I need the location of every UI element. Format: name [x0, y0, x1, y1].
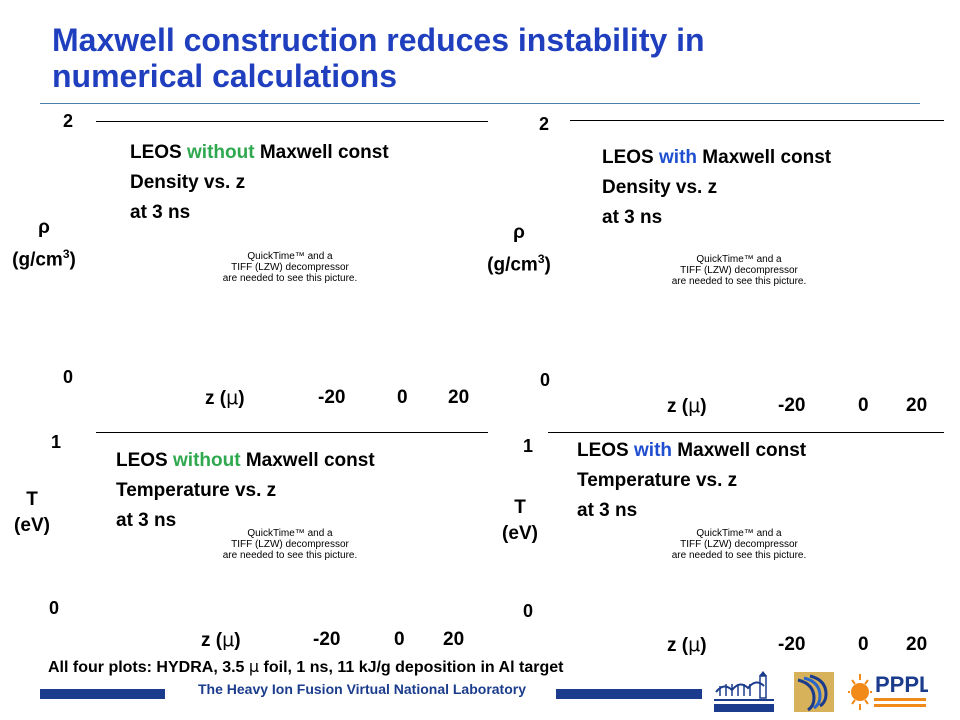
- x-tick-label: 20: [443, 629, 465, 650]
- y-axis-label: T (eV): [4, 487, 60, 539]
- pppl-logo: PPPL: [848, 670, 932, 714]
- x-tick-label: 0: [858, 634, 869, 655]
- slide-title-line1: Maxwell construction reduces instability…: [52, 22, 705, 58]
- x-tick-label: -20: [313, 629, 341, 650]
- y-axis-label: ρ (g/cm3): [0, 215, 88, 273]
- x-tick-label: -20: [318, 387, 346, 408]
- x-tick-label: 20: [906, 634, 928, 655]
- y-max-tick: 2: [63, 111, 74, 131]
- image-placeholder: QuickTime™ and a TIFF (LZW) decompressor a…: [222, 251, 358, 284]
- y-axis-unit: (eV): [14, 515, 50, 536]
- y-max-tick: 1: [51, 432, 62, 452]
- y-min-tick: 0: [63, 367, 74, 387]
- annotation: LEOS without Maxwell const Density vs. z…: [130, 142, 389, 223]
- footer-note: All four plots: HYDRA, 3.5 μ foil, 1 ns,…: [48, 657, 564, 676]
- annotation-keyword: without: [187, 142, 255, 163]
- slide-title: Maxwell construction reduces instability…: [52, 22, 932, 94]
- y-axis-symbol: T: [514, 497, 526, 518]
- y-max-tick: 1: [523, 436, 534, 456]
- slide-title-line2: numerical calculations: [52, 58, 398, 94]
- pppl-text: PPPL: [875, 672, 928, 697]
- y-axis-unit: (g/cm3): [12, 247, 76, 271]
- annotation: LEOS with Maxwell const Temperature vs. …: [577, 440, 807, 521]
- x-tick-label: 20: [448, 387, 470, 408]
- y-axis-unit: (g/cm3): [487, 252, 551, 276]
- plot-top-border: [570, 120, 944, 121]
- x-tick-label: 0: [394, 629, 405, 650]
- llnl-logo: [794, 672, 834, 712]
- y-axis-symbol: ρ: [513, 222, 525, 243]
- x-axis-label: z (μ): [205, 387, 245, 409]
- y-axis-symbol: T: [26, 489, 38, 510]
- footer-bar-left: [40, 689, 165, 699]
- annotation-keyword: without: [173, 450, 241, 471]
- x-axis-label: z (μ): [667, 634, 707, 656]
- y-min-tick: 0: [523, 601, 534, 621]
- y-max-tick: 2: [539, 114, 550, 134]
- image-placeholder: QuickTime™ and a TIFF (LZW) decompressor a…: [671, 254, 807, 287]
- lab-name: The Heavy Ion Fusion Virtual National La…: [197, 681, 527, 697]
- x-tick-label: 20: [906, 395, 928, 416]
- y-axis-symbol: ρ: [38, 217, 50, 238]
- pppl-icon: PPPL: [848, 672, 932, 710]
- y-min-tick: 0: [540, 370, 551, 390]
- annotation-keyword: with: [634, 440, 673, 461]
- llnl-icon: [794, 672, 834, 712]
- title-divider: [40, 103, 920, 104]
- x-tick-label: -20: [778, 395, 806, 416]
- x-axis-label: z (μ): [201, 629, 241, 651]
- annotation-keyword: with: [659, 147, 698, 168]
- x-axis-label: z (μ): [667, 395, 707, 417]
- annotation: LEOS with Maxwell const Density vs. z at…: [602, 147, 832, 228]
- x-tick-label: 0: [858, 395, 869, 416]
- y-axis-label: ρ (g/cm3): [474, 220, 564, 278]
- x-tick-label: -20: [778, 634, 806, 655]
- x-tick-label: 0: [397, 387, 408, 408]
- image-placeholder: QuickTime™ and a TIFF (LZW) decompressor a…: [222, 528, 358, 561]
- plot-top-border: [548, 432, 944, 433]
- y-min-tick: 0: [49, 598, 60, 618]
- berkeley-lab-logo: [712, 670, 776, 714]
- footer-bar-right: [556, 689, 702, 699]
- image-placeholder: QuickTime™ and a TIFF (LZW) decompressor a…: [671, 528, 807, 561]
- berkeley-lab-icon: [714, 671, 774, 712]
- y-axis-label: T (eV): [492, 495, 548, 547]
- plot-top-border: [96, 121, 488, 122]
- annotation: LEOS without Maxwell const Temperature v…: [116, 450, 375, 531]
- y-axis-unit: (eV): [502, 523, 538, 544]
- plot-top-border: [96, 432, 488, 433]
